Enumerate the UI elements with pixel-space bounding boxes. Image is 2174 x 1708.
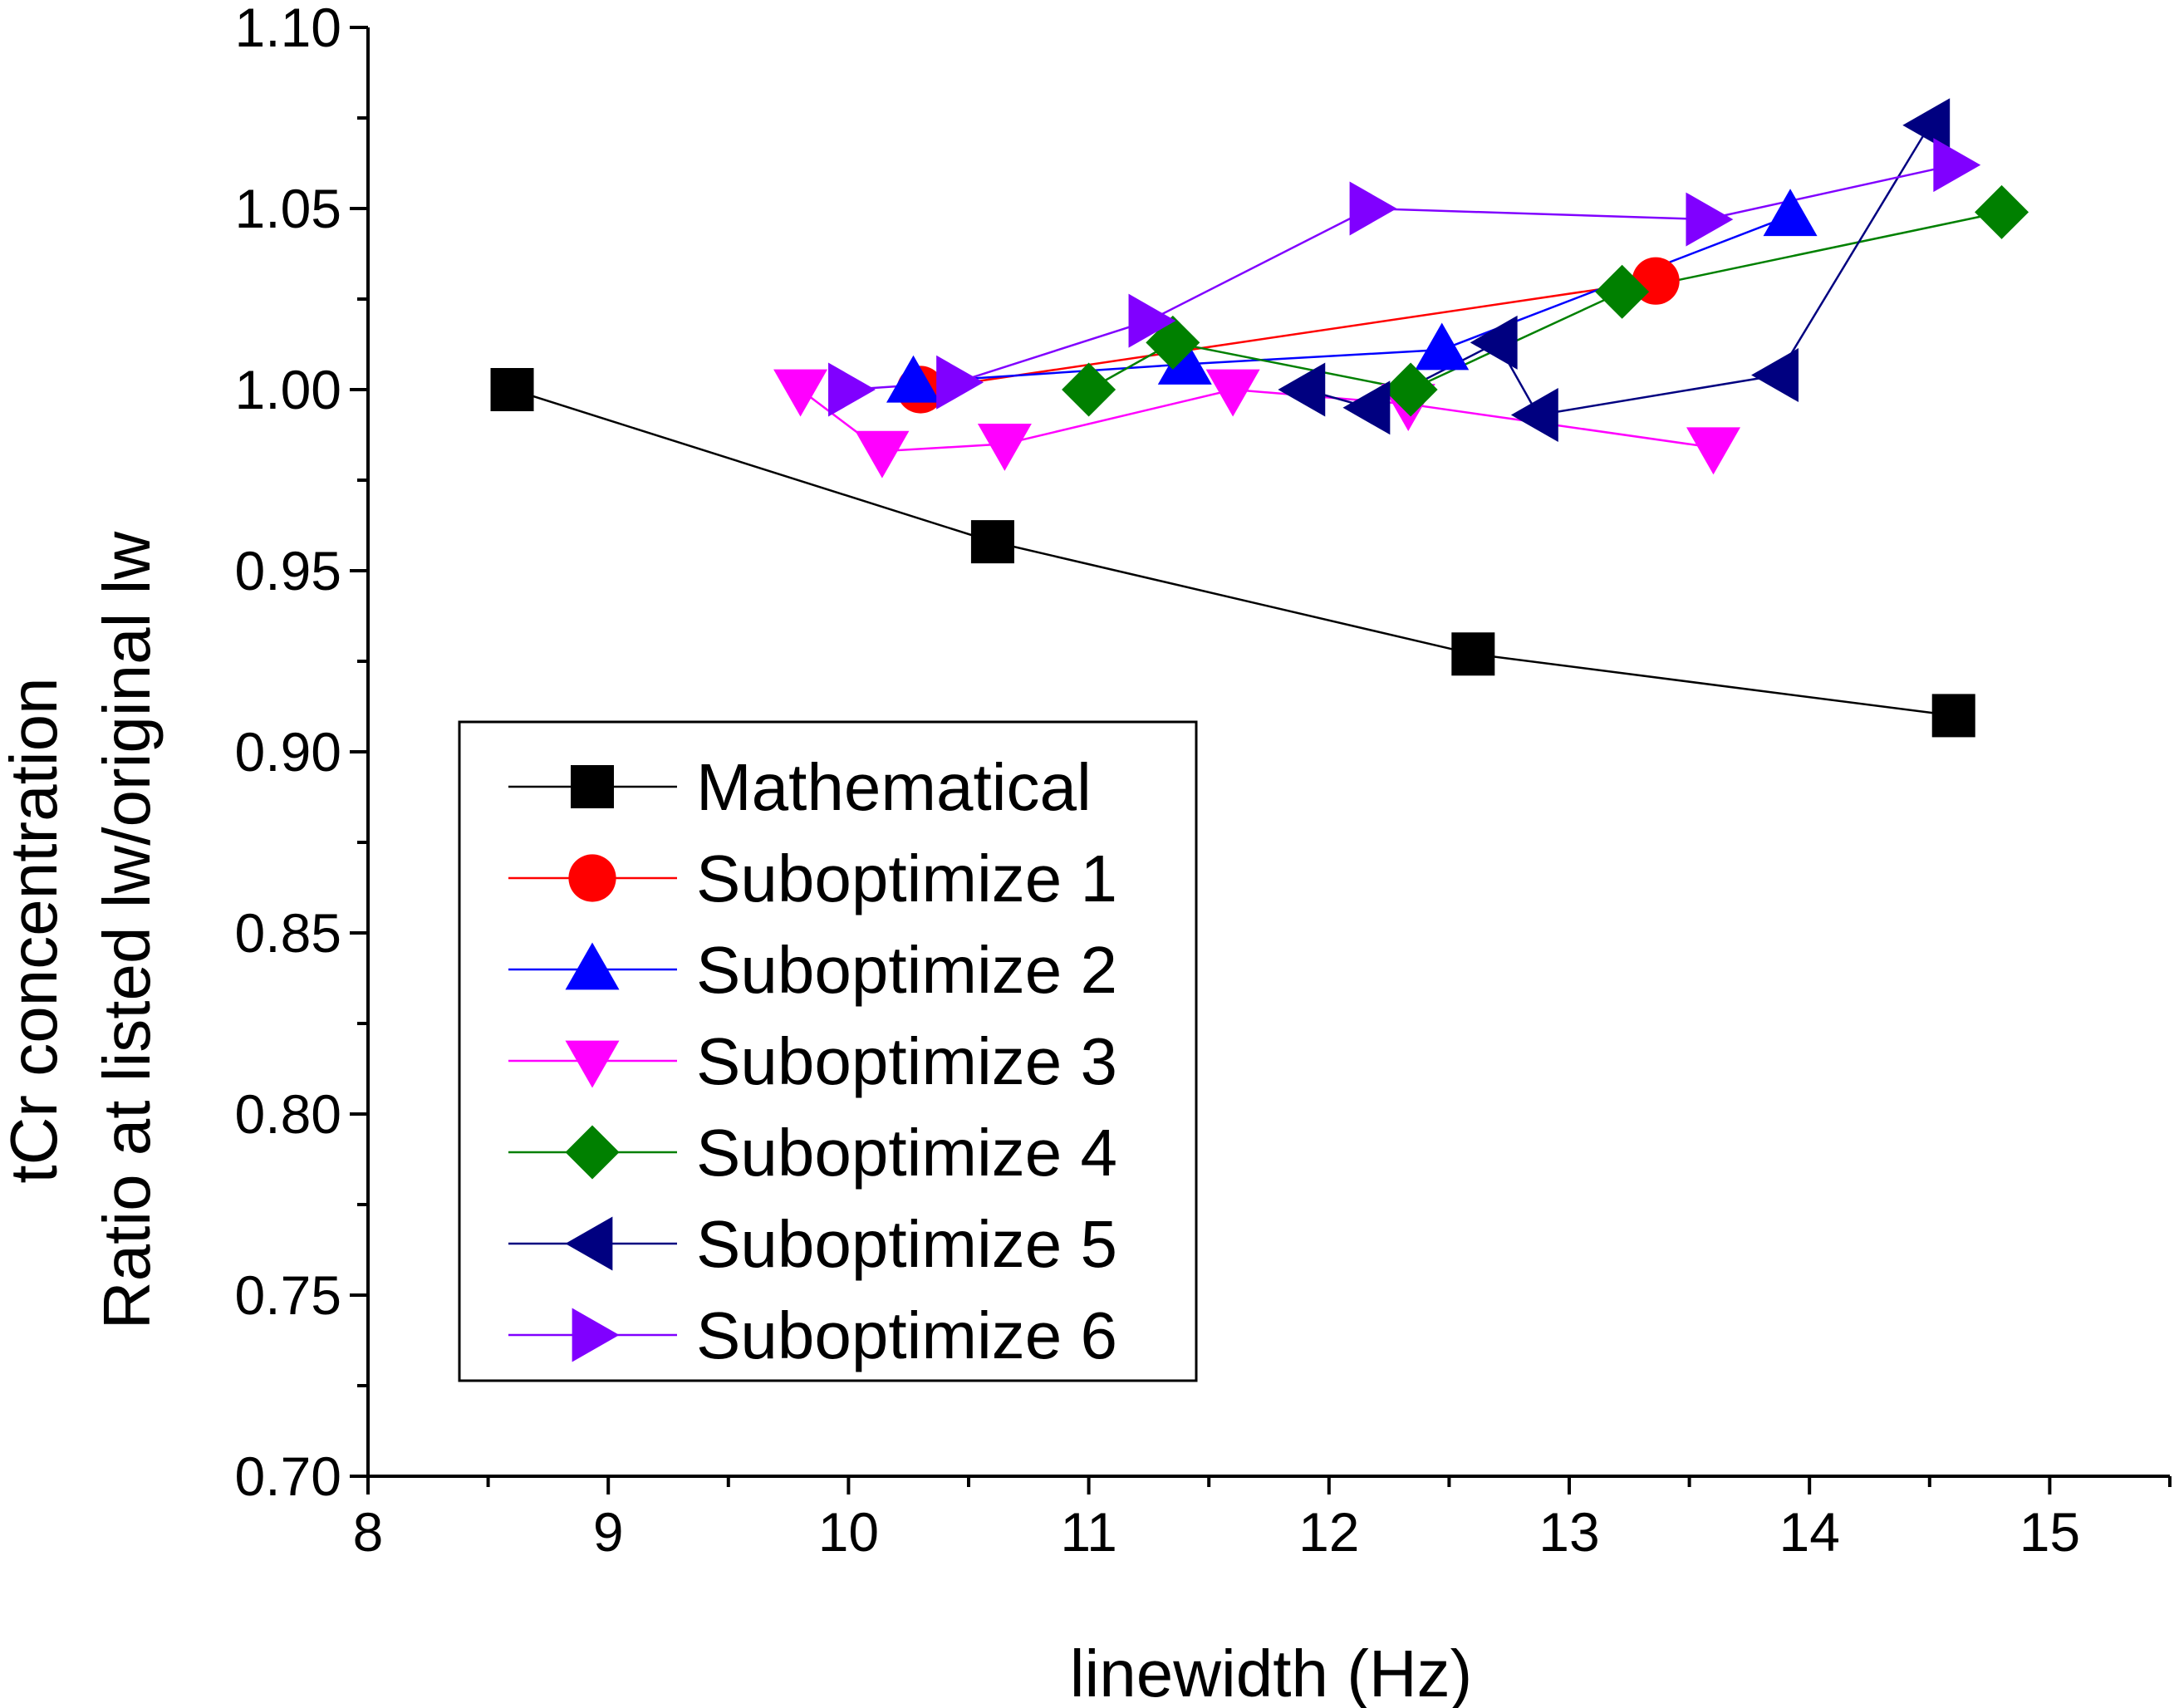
series-6-point [1510,388,1558,443]
tick-labels: 8 9 10 11 12 13 14 15 0.70 0.75 0.80 0.85 0.90 0.95 1.… [235,0,2081,1563]
axes [350,26,2172,1494]
series-7-point [936,355,984,410]
legend-marker [565,1216,613,1271]
series-3-point [1763,189,1818,237]
series-7-point [1933,138,1981,193]
x-tick-label: 13 [1538,1501,1599,1563]
legend-marker [572,1308,620,1362]
x-tick-label: 8 [353,1501,384,1563]
legend-label: Suboptimize 3 [696,1024,1117,1098]
legend-label: Suboptimize 6 [696,1298,1117,1372]
legend: Mathematical Suboptimize 1 Suboptimize 2 Su… [458,720,1198,1382]
legend-marker [565,942,620,990]
legend-label: Suboptimize 4 [696,1116,1117,1190]
y-axis-title-line2: Ratio at listed lw/original lw [90,532,164,1330]
legend-item: Suboptimize 6 [508,1298,1117,1372]
y-tick-label: 0.90 [235,721,341,783]
series-5-point [1062,362,1116,417]
series-5-point [1975,184,2029,239]
series-2-line [920,279,1656,391]
series-1-point [490,368,534,411]
series-7-point [1128,293,1176,348]
series-4-point [1686,427,1741,475]
y-tick-label: 0.70 [235,1445,341,1507]
legend-marker [565,1125,620,1180]
series-5-point [1383,362,1438,417]
series-3-point [1415,322,1470,371]
series-7-point [1686,192,1734,247]
x-tick-label: 11 [1060,1501,1117,1563]
y-tick-label: 0.85 [235,902,341,964]
legend-label: Suboptimize 5 [696,1207,1117,1281]
y-tick-label: 1.00 [235,359,341,420]
series-4-point [977,424,1032,471]
series-6-point [1342,380,1391,435]
x-tick-label: 10 [818,1501,879,1563]
series-4-point [773,369,828,417]
plot-markers [490,98,2029,738]
legend-item: Suboptimize 2 [508,933,1117,1007]
series-1-line [512,388,1954,717]
y-tick-label: 0.95 [235,540,341,601]
legend-marker [568,854,616,902]
series-1-point [970,520,1014,564]
y-tick-label: 0.75 [235,1264,341,1326]
series-1-point [1451,632,1495,676]
y-tick-label: 1.10 [235,0,341,58]
series-6-point [1751,348,1799,403]
x-tick-label: 14 [1779,1501,1839,1563]
series-4-point [855,430,910,479]
y-tick-label: 0.80 [235,1083,341,1145]
legend-label: Suboptimize 1 [696,842,1117,915]
series-6-point [1902,98,1951,153]
legend-item: Suboptimize 4 [508,1116,1117,1190]
x-tick-label: 9 [593,1501,624,1563]
legend-item: Suboptimize 5 [508,1207,1117,1281]
series-5-point [1595,264,1650,319]
series-6-point [1470,315,1518,370]
legend-item: Suboptimize 1 [508,842,1117,915]
legend-marker [571,765,614,808]
series-7-point [1349,181,1397,236]
series-6-point [1278,362,1326,417]
series-3-point [886,355,940,403]
y-axis-title-line1: tCr concentration [0,677,71,1183]
series-4-point [1205,369,1260,417]
legend-label: Mathematical [696,750,1092,824]
x-tick-label: 12 [1298,1501,1359,1563]
series-1-point [1931,694,1975,738]
legend-marker [565,1040,620,1088]
x-axis-title: linewidth (Hz) [1070,1637,1473,1708]
x-tick-label: 15 [2019,1501,2080,1563]
series-7-point [828,362,876,417]
series-3-point [1157,336,1212,385]
legend-item: Mathematical [508,750,1092,824]
y-tick-label: 1.05 [235,178,341,239]
legend-label: Suboptimize 2 [696,933,1117,1007]
legend-item: Suboptimize 3 [508,1024,1117,1098]
